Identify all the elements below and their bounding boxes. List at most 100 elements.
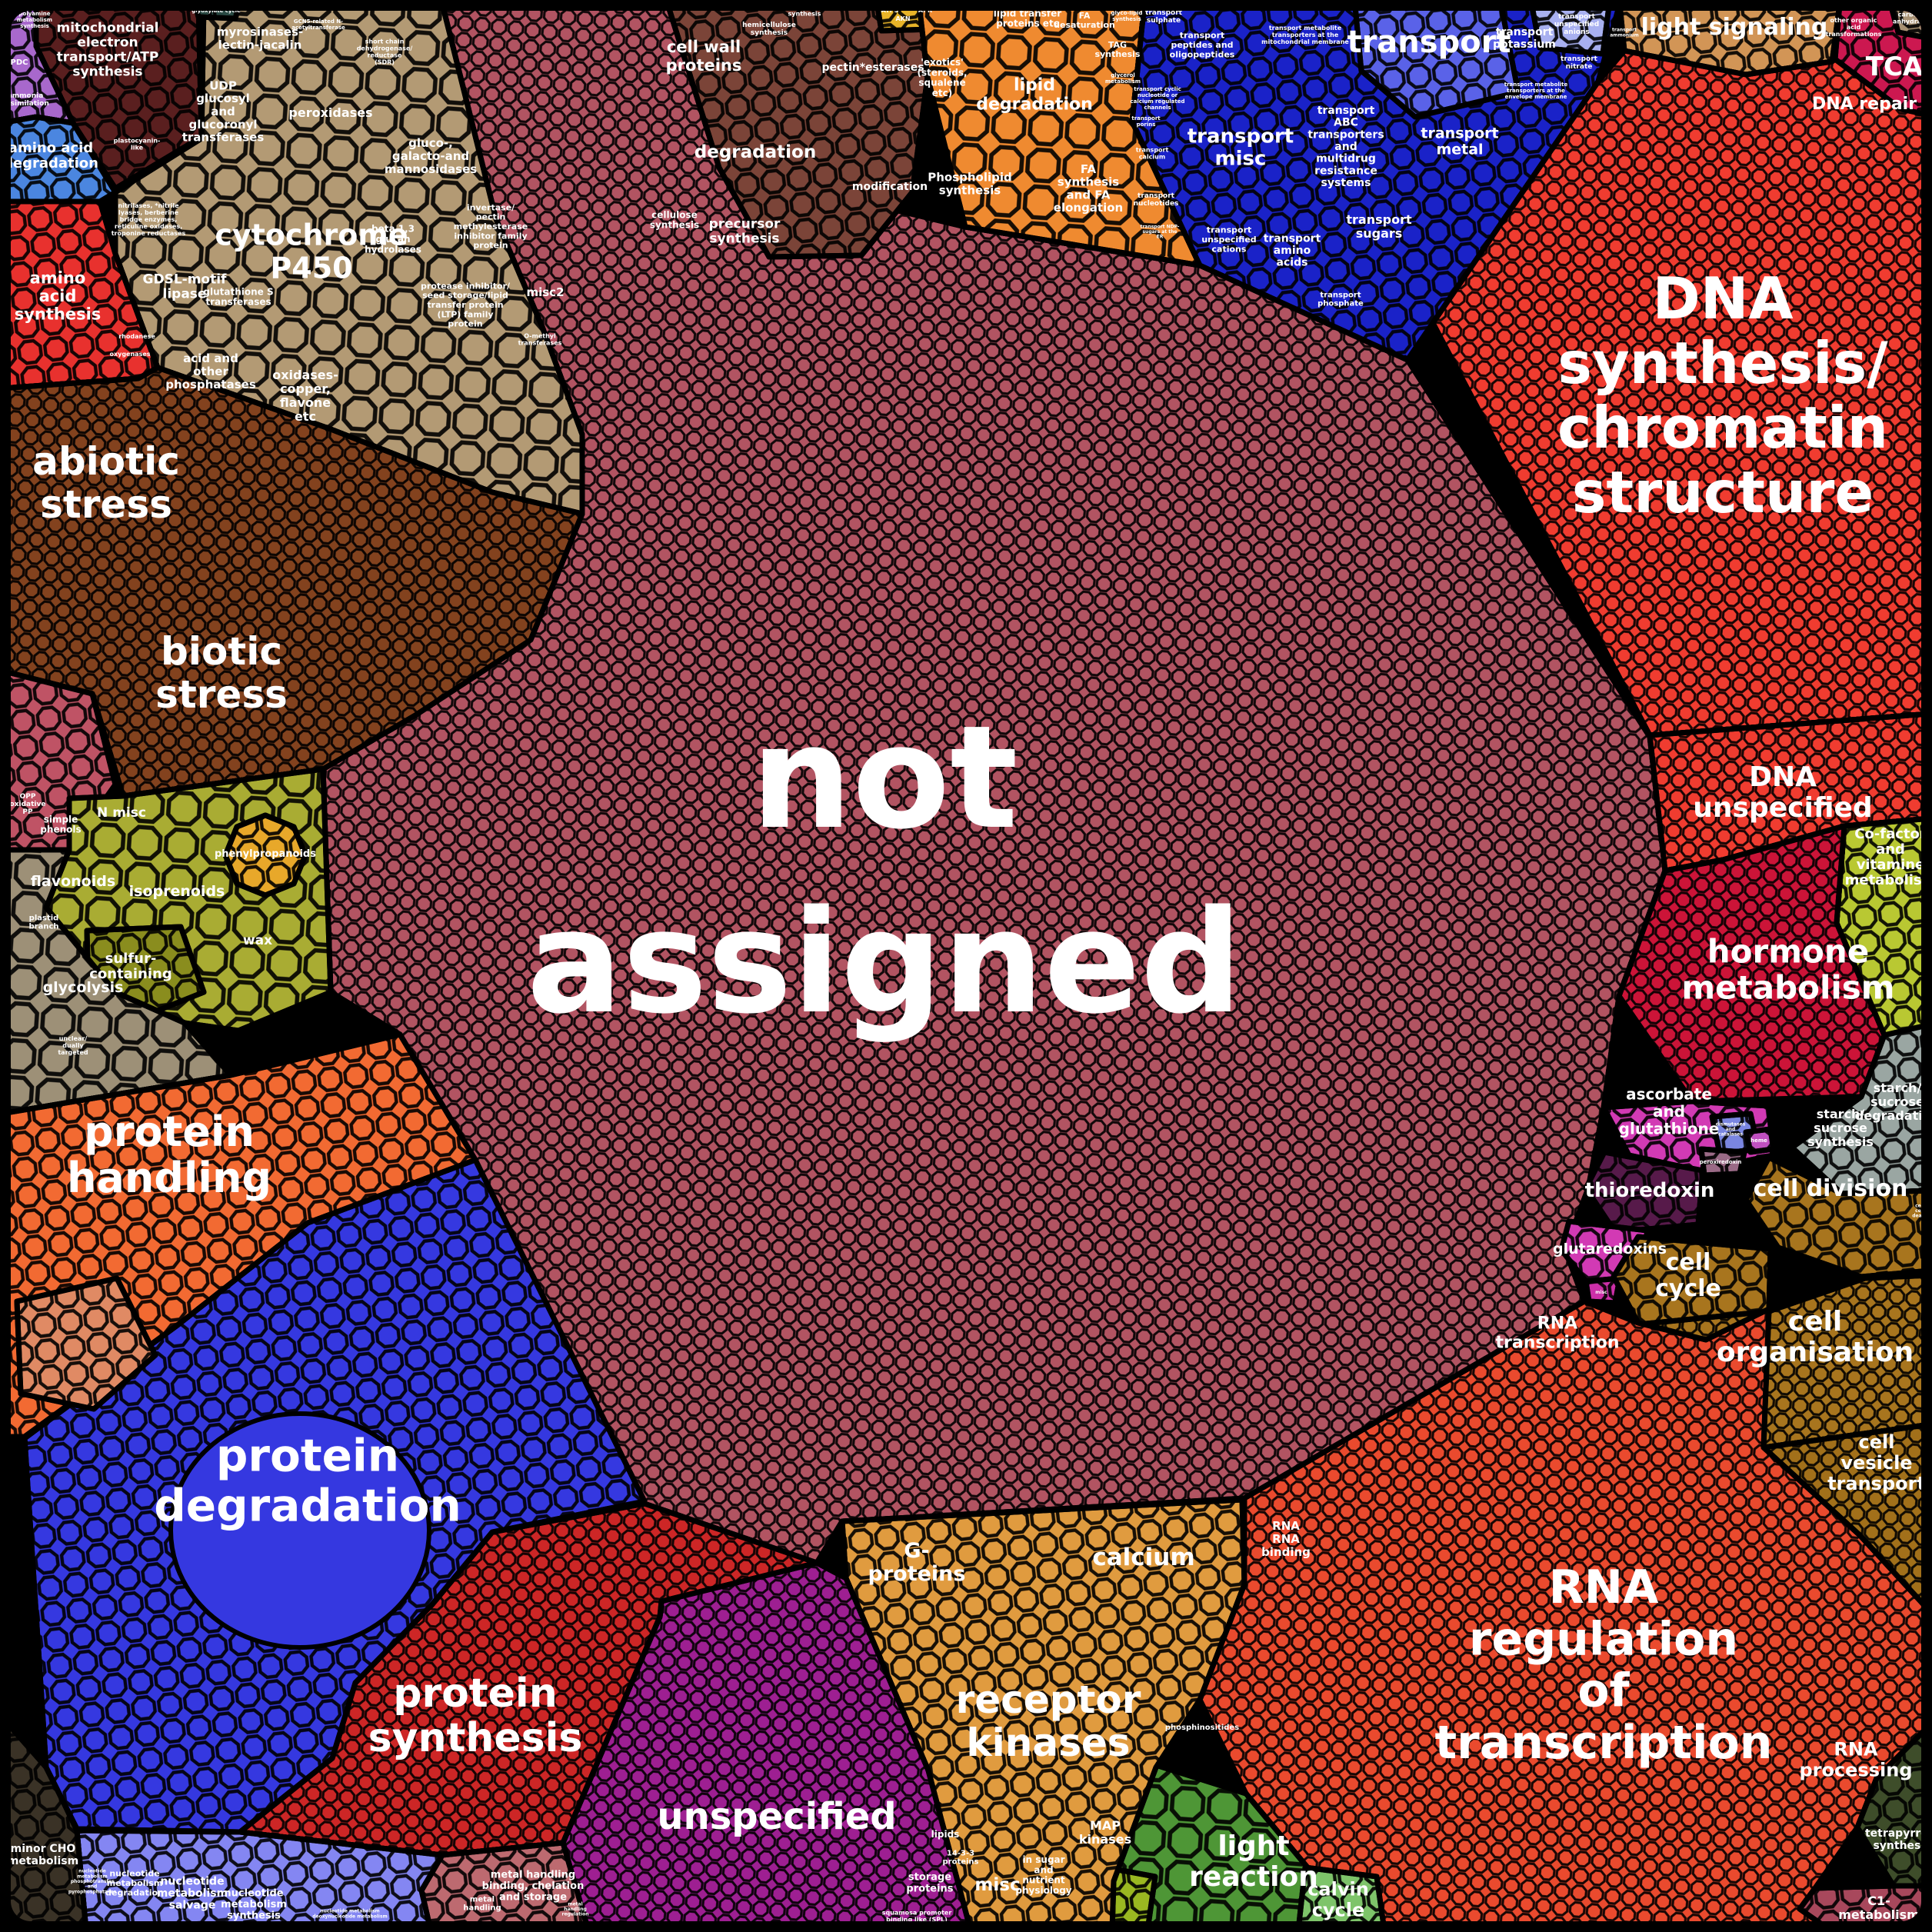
- label-signalling-5: lipids: [931, 1829, 960, 1840]
- label-misc-enzymes-12: plastocyanin-like: [114, 138, 161, 152]
- label-calvin-cycle: calvin cycle: [1307, 1879, 1369, 1921]
- label-n-metabolism-1: PDC: [11, 58, 28, 67]
- label-n-metabolism-2: ammonia assimilation: [2, 92, 48, 108]
- label-cell-wall-7: modification: [852, 181, 928, 193]
- label-signalling-7: misc: [974, 1875, 1020, 1895]
- label-transport-6: transport sugars: [1346, 212, 1412, 241]
- label-tetrapyrrole: tetrapyrrole synthesis: [1865, 1827, 1932, 1852]
- label-dna-synthesis-1: DNA repair: [1812, 95, 1917, 114]
- label-n-metabolism: polyamine metabolism synthesis: [17, 11, 52, 29]
- label-not-assigned: not: [751, 695, 1018, 861]
- label-glutaredoxins: glutaredoxins: [1553, 1241, 1667, 1257]
- label-dna-synthesis: DNA synthesis/chromatin structure: [1557, 265, 1888, 526]
- label-misc-enzymes-10: misc2: [526, 285, 564, 299]
- label-phenylpropanoids: phenylpropanoids: [215, 848, 316, 860]
- label-misc-enzymes-11: O-methyl transferases: [518, 333, 562, 347]
- label-rna: RNA transcription: [1496, 1314, 1620, 1353]
- label-misc-enzymes-4: GDSL-motif lipase: [143, 271, 228, 301]
- label-protein-synthesis: protein synthesis: [368, 1671, 583, 1761]
- label-cell-division: cell division: [1754, 1175, 1908, 1202]
- label-cofactor-vitamine: Co-factor and vitamine metabolism: [1845, 826, 1932, 888]
- label-misc-enzymes-7: gluco-, galacto-and mannosidases: [385, 136, 477, 176]
- label-unspecified-1: storage proteins: [906, 1872, 953, 1895]
- label-cell-wall-5: cellulose synthesis: [650, 209, 699, 230]
- label-misc-enzymes-6: GCN5-related N-acetyltransferase: [291, 18, 345, 31]
- label-rna-1: RNA RNA binding: [1261, 1519, 1311, 1559]
- label-unspecified-2: squamosa promoter binding like (SPL): [882, 1910, 952, 1924]
- label-gluconeogenesis: gluconeogenesis/glyoxylate cycle: [190, 2, 243, 14]
- label-unspecified: unspecified: [657, 1795, 896, 1838]
- label-c1-metabolism: C1-metabolism: [1838, 1894, 1920, 1922]
- label-cell-organisation: cell organisation: [1717, 1306, 1914, 1368]
- label-opp: OPP oxidative PP: [10, 793, 46, 816]
- protein-degradation-core[interactable]: [168, 1411, 431, 1650]
- label-s-assimilation: ATPS: [881, 7, 899, 14]
- label-transport-14: transport NDP-sugars at the ER: [1141, 224, 1180, 239]
- label-signalling: G-proteins: [868, 1539, 966, 1586]
- label-tca: TCA: [1866, 52, 1924, 82]
- label-cell-vesicle-transport: cell vesicle transport: [1827, 1431, 1926, 1494]
- label-lipid-metabolism-5: TAG synthesis: [1095, 40, 1141, 59]
- label-misc-enzymes-8: invertase/pectin methylesterase inhibitor …: [454, 202, 528, 250]
- label-transport-3: transport misc: [1188, 125, 1294, 170]
- label-signalling-3: phosphinositides: [1165, 1724, 1239, 1732]
- label-misc-enzymes-13: nitrilases, *nitrile lyases, berberine bri…: [112, 202, 186, 237]
- label-lipid-metabolism-2: lipid transfer proteins etc: [994, 8, 1061, 28]
- label-light-signaling-1: transport ammonium: [1610, 28, 1639, 38]
- label-transport-9: transport phosphate: [1317, 291, 1364, 308]
- label-transport-8: transport unspecified cations: [1201, 225, 1256, 255]
- label-lipid-metabolism-8: FA synthesis and FA elongation: [1054, 162, 1123, 215]
- region-redox-wedge[interactable]: [1109, 1866, 1158, 1930]
- label-misc-enzymes-1: UDP glucosyl and glucoronyl transferases: [182, 78, 265, 144]
- label-signalling-2: receptor kinases: [956, 1677, 1141, 1765]
- label-misc-enzymes-17: oxidases-copper, flavone etc: [272, 368, 338, 424]
- label-not-assigned-1: assigned: [527, 879, 1243, 1045]
- label-misc-enzymes-16: acid and other phosphatases: [165, 351, 256, 391]
- label-metal-handling: metal handling binding, chelation and stor…: [482, 1869, 585, 1903]
- label-secondary-metabolism: N misc: [97, 805, 146, 821]
- label-redox-misc: misc: [1595, 1290, 1607, 1295]
- label-tca-1: other organic acid transformations: [1826, 17, 1882, 38]
- label-light-signaling: light signaling: [1641, 14, 1828, 41]
- label-cell-wall-4: degradation: [695, 142, 816, 162]
- label-transport-sub: transport: [1347, 25, 1511, 60]
- label-secondary-metabolism-2: flavonoids: [31, 873, 115, 890]
- label-light-reaction: light reaction: [1189, 1830, 1318, 1893]
- label-nucleotide-metabolism-4: nucleotide metabolism deoxynucleotide met…: [312, 1909, 388, 1920]
- label-ascorbate-glutathione: ascorbate and glutathione: [1619, 1085, 1720, 1138]
- label-secondary-metabolism-3: isoprenoids: [129, 883, 225, 900]
- label-heme: heme: [1750, 1138, 1767, 1144]
- label-glycolysis-2: unclear/dually targeted: [58, 1035, 88, 1056]
- label-stress: abiotic stress: [32, 439, 180, 527]
- label-dna-unspecified: DNA unspecified: [1693, 761, 1872, 824]
- label-transport-10: transport cyclic nucleotide or calcium reg…: [1131, 86, 1185, 111]
- label-starch-sucrose: starch/sucrose degradation: [1855, 1081, 1932, 1123]
- label-stress-1: biotic stress: [155, 629, 288, 717]
- label-signalling-6: 14-3-3 proteins: [942, 1849, 978, 1866]
- label-hormone-metabolism: hormone metabolism: [1681, 932, 1894, 1006]
- label-cell-cycle: cell cycle: [1655, 1249, 1721, 1302]
- label-lipid-metabolism-3: FA desaturation: [1054, 11, 1115, 30]
- label-nucleotide-metabolism-3: nucleotide metabolism synthesis: [221, 1887, 287, 1921]
- label-protein-degradation: protein degradation: [154, 1430, 461, 1532]
- label-transport: transport sulphate: [1145, 9, 1183, 25]
- label-cell-wall: cell wall proteins: [666, 38, 742, 75]
- label-secondary-metabolism-1: simple phenols: [40, 814, 81, 834]
- label-s-assimilation-2: APR: [918, 7, 932, 14]
- label-cell-wall-1: hemicellulose synthesis: [742, 22, 796, 37]
- label-transport-17: transport metabolite transporters at the e…: [1504, 82, 1568, 100]
- label-signalling-1: calcium: [1092, 1544, 1194, 1571]
- label-protein-handling: protein handling: [67, 1108, 271, 1202]
- label-dismutases: dismutases and catalases: [1716, 1121, 1746, 1137]
- label-cell-wall-2: pectinsynthesis: [788, 4, 821, 18]
- label-misc-enzymes-5: short chain dehydrogenase/reductase (SDR): [357, 38, 413, 66]
- label-transport-anions: transport unspecified anions: [1554, 13, 1599, 36]
- label-nucleotide-metabolism-1: nucleotide metabolism degradation: [105, 1869, 164, 1898]
- label-transport-1: transport peptides and oligopeptides: [1170, 31, 1235, 60]
- label-rna-3: RNA processing: [1799, 1739, 1912, 1781]
- label-misc-enzymes-2: peroxidases: [288, 105, 372, 120]
- label-transport-16: transport nitrate: [1561, 55, 1598, 71]
- label-lipid-metabolism: lipid degradation: [976, 76, 1093, 115]
- label-nucleotide-metabolism: nucleotide metabolism phosphotransfer and py…: [68, 1869, 117, 1895]
